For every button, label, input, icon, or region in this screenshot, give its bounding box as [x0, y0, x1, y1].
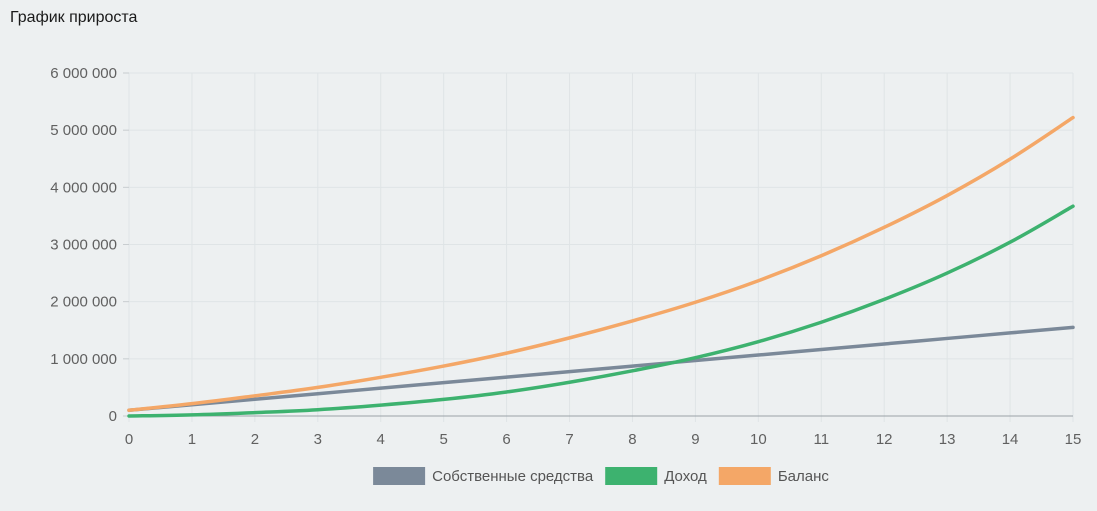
x-axis-ticks: 0 1 2 3 4 5 6 7 8 9 10 11 12 13 14 15: [125, 431, 1082, 448]
grid: [128, 72, 1074, 422]
y-tick-label: 0: [109, 408, 117, 425]
x-tick-label: 6: [502, 431, 510, 448]
y-axis-ticks: 0 1 000 000 2 000 000 3 000 000 4 000 000 5 0…: [50, 65, 129, 425]
y-tick-label: 2 000 000: [50, 294, 117, 311]
x-tick-label: 11: [813, 431, 829, 448]
y-tick-label: 1 000 000: [50, 351, 117, 368]
series-line-0: [127, 325, 1075, 413]
series-line-2: [127, 115, 1075, 413]
x-tick-label: 8: [628, 431, 636, 448]
x-tick-label: 12: [876, 431, 893, 448]
legend-label: Доход: [664, 468, 707, 485]
x-tick-label: 9: [691, 431, 699, 448]
legend: Собственные средства Доход Баланс: [373, 467, 829, 485]
x-tick-label: 4: [377, 431, 385, 448]
x-tick-label: 14: [1002, 431, 1019, 448]
x-tick-label: 1: [188, 431, 196, 448]
x-tick-label: 2: [251, 431, 259, 448]
x-tick-label: 7: [565, 431, 573, 448]
x-tick-label: 13: [939, 431, 956, 448]
y-tick-label: 5 000 000: [50, 122, 117, 139]
legend-item-1[interactable]: Доход: [605, 467, 707, 485]
x-tick-label: 10: [750, 431, 767, 448]
legend-item-0[interactable]: Собственные средства: [373, 467, 594, 485]
x-tick-label: 15: [1065, 431, 1082, 448]
series-lines: [127, 115, 1075, 418]
legend-item-2[interactable]: Баланс: [718, 467, 830, 485]
legend-label: Баланс: [778, 468, 830, 485]
series-line-1: [127, 204, 1075, 418]
x-tick-label: 0: [125, 431, 133, 448]
legend-swatch: [718, 467, 771, 485]
y-tick-label: 4 000 000: [50, 179, 117, 196]
legend-swatch: [605, 467, 658, 485]
legend-swatch: [373, 467, 426, 485]
chart-title: График прироста: [10, 9, 138, 26]
x-tick-label: 3: [314, 431, 322, 448]
legend-label: Собственные средства: [432, 468, 594, 485]
x-tick-label: 5: [439, 431, 447, 448]
y-tick-label: 3 000 000: [50, 237, 117, 254]
y-tick-label: 6 000 000: [50, 65, 117, 82]
